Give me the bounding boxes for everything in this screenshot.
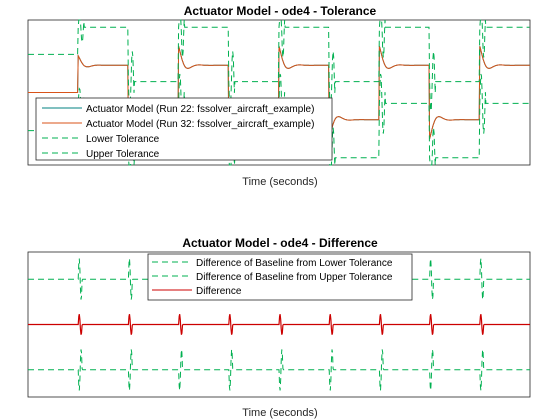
legend-label-diff-upper: Difference of Baseline from Upper Tolera… xyxy=(196,272,393,283)
difference-series-line-2 xyxy=(28,314,530,335)
difference-series-line-1 xyxy=(28,349,530,391)
tolerance-plot: Actuator Model - ode4 - Tolerance Time (… xyxy=(27,4,531,188)
difference-plot: Actuator Model - ode4 - Difference Time … xyxy=(27,236,531,419)
difference-plot-xlabel: Time (seconds) xyxy=(242,407,317,419)
legend-label-upper-tolerance: Upper Tolerance xyxy=(86,149,160,160)
legend-label-diff-lower: Difference of Baseline from Lower Tolera… xyxy=(196,258,393,269)
legend-label-run22: Actuator Model (Run 22: fssolver_aircraf… xyxy=(86,104,314,115)
difference-legend-box xyxy=(147,253,413,301)
difference-plot-title: Actuator Model - ode4 - Difference xyxy=(182,236,378,250)
legend-label-lower-tolerance: Lower Tolerance xyxy=(86,134,160,145)
legend-label-run32: Actuator Model (Run 32: fssolver_aircraf… xyxy=(86,119,314,130)
tolerance-plot-xlabel: Time (seconds) xyxy=(242,176,317,188)
tolerance-series-line-3 xyxy=(28,19,530,112)
tolerance-plot-title: Actuator Model - ode4 - Tolerance xyxy=(184,4,377,18)
tolerance-legend[interactable]: Actuator Model (Run 22: fssolver_aircraf… xyxy=(35,97,333,161)
tolerance-legend-box xyxy=(35,97,333,161)
difference-legend[interactable]: Difference of Baseline from Lower Tolera… xyxy=(147,253,413,301)
legend-label-difference: Difference xyxy=(196,286,242,297)
